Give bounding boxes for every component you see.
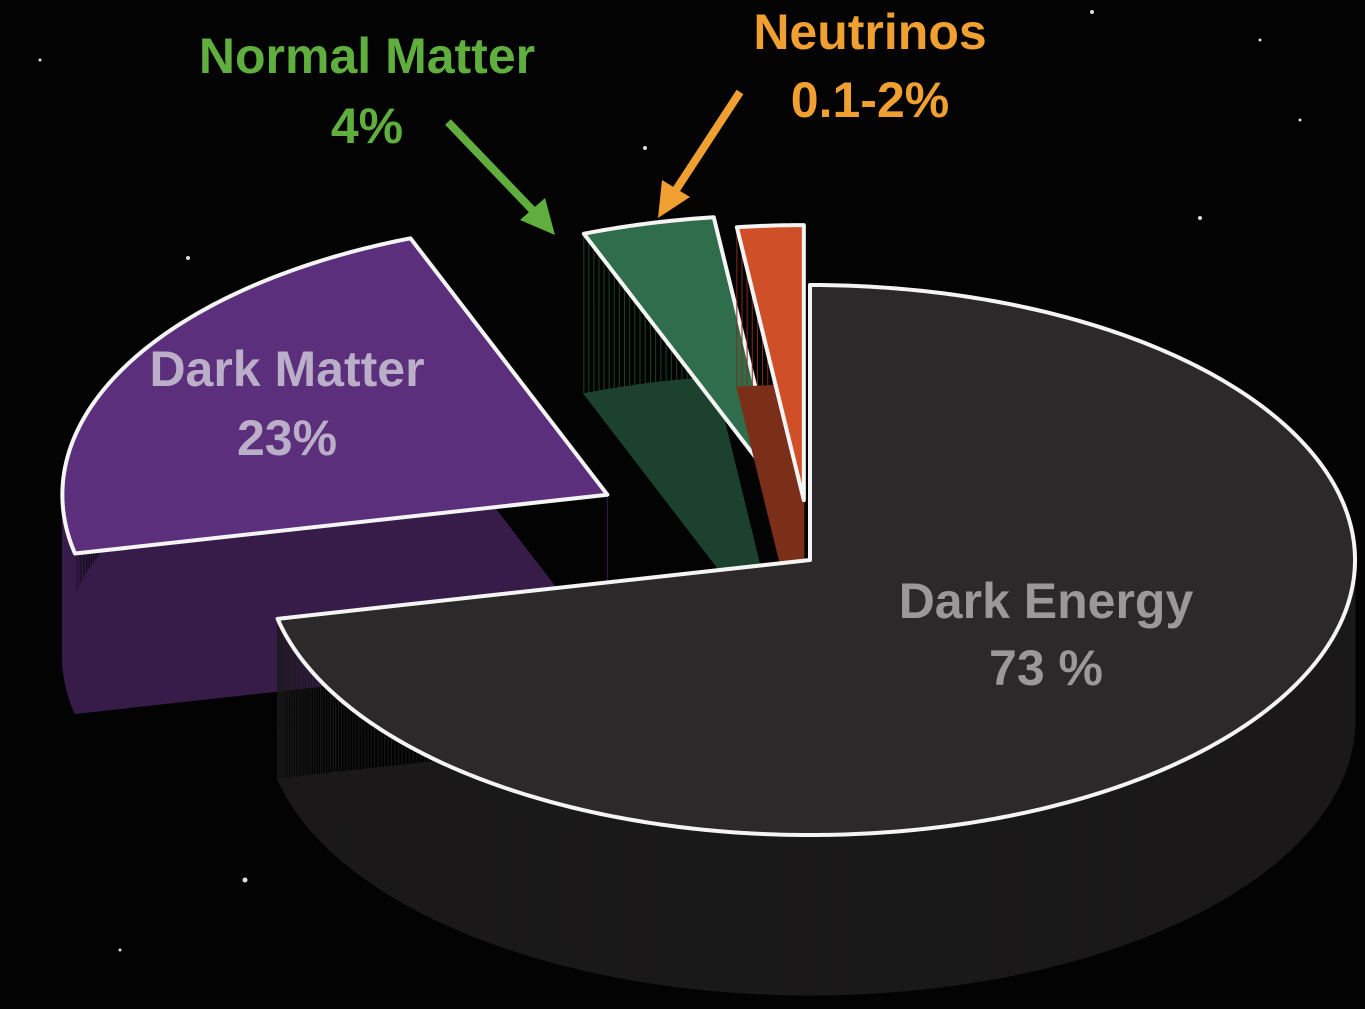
star <box>186 256 190 260</box>
slice-top <box>734 223 806 503</box>
star <box>643 146 647 150</box>
arrow <box>445 119 543 221</box>
slice-label: Neutrinos <box>753 4 986 60</box>
arrow <box>668 89 744 199</box>
pie <box>60 215 1357 996</box>
slice-top <box>581 215 783 493</box>
arrow-head <box>658 180 690 218</box>
star <box>242 877 248 883</box>
slice-label: Dark Matter <box>149 341 424 397</box>
slice <box>581 215 783 652</box>
slice <box>275 283 1357 996</box>
value-label: 4% <box>331 98 403 154</box>
stars <box>38 10 1302 952</box>
star <box>118 948 122 952</box>
slice-label: Normal Matter <box>199 28 535 84</box>
value-label: 23% <box>237 410 337 466</box>
star <box>1258 38 1262 42</box>
slice <box>60 236 610 715</box>
value-label: 73 % <box>989 640 1103 696</box>
slice <box>734 223 806 661</box>
value-label: 0.1-2% <box>791 72 949 128</box>
slice-top <box>275 283 1357 837</box>
star <box>38 58 42 62</box>
star <box>1298 118 1302 122</box>
slice-top <box>60 236 610 556</box>
arrows <box>445 89 744 235</box>
star <box>1198 216 1202 220</box>
star <box>1090 10 1094 14</box>
arrow-head <box>520 198 555 235</box>
slice-label: Dark Energy <box>899 573 1194 629</box>
